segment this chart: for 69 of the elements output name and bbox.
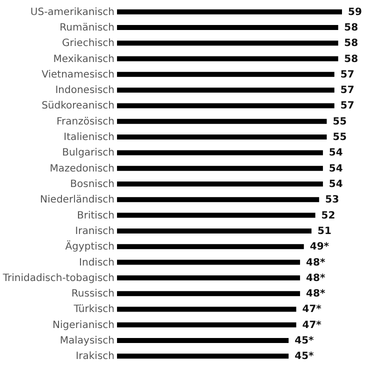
data-label: 58: [344, 22, 358, 34]
bar: [117, 212, 316, 218]
data-label: 48*: [306, 257, 326, 268]
y-tick-label: Rumänisch: [60, 22, 114, 34]
y-tick-label: Mexikanisch: [53, 54, 114, 65]
y-tick-label: Malaysisch: [60, 336, 114, 347]
data-label: 57: [340, 85, 354, 96]
bar: [117, 260, 300, 265]
y-tick-label: Südkoreanisch: [42, 100, 114, 112]
y-tick-label: Niederländisch: [40, 194, 114, 206]
y-tick-label: Russisch: [71, 288, 114, 300]
bar: [117, 40, 338, 46]
y-tick-label: Irakisch: [76, 351, 114, 362]
y-tick-label: Nigerianisch: [52, 320, 114, 331]
data-label: 47*: [302, 304, 322, 316]
y-tick-label: Griechisch: [62, 38, 114, 50]
bar: [117, 134, 327, 140]
data-label: 57: [340, 69, 354, 80]
data-label: 59: [348, 6, 362, 18]
bar: [117, 118, 327, 124]
bar: [117, 9, 342, 14]
y-tick-label: Iranisch: [75, 226, 114, 237]
bar: [117, 150, 323, 156]
bar: [117, 228, 312, 234]
bar: [117, 103, 334, 108]
bar: [117, 88, 334, 93]
bar: [117, 338, 289, 344]
y-tick-label: Bulgarisch: [62, 148, 114, 159]
data-label: 54: [328, 148, 343, 159]
bar: [117, 306, 296, 312]
bar: [117, 322, 296, 328]
data-label: 54: [328, 179, 343, 190]
bar: [117, 72, 334, 77]
data-label: 52: [321, 210, 336, 222]
bar: [117, 166, 323, 171]
bar: [117, 197, 320, 202]
data-label: 58: [344, 38, 358, 50]
data-label: 45*: [294, 351, 315, 362]
y-tick-label: Vietnamesisch: [42, 69, 114, 80]
y-tick-label: Bosnisch: [70, 179, 114, 190]
data-label: 48*: [306, 272, 326, 284]
data-label: 45*: [294, 336, 315, 347]
bar: [117, 244, 304, 250]
data-label: 54: [328, 163, 343, 174]
y-tick-label: Mazedonisch: [50, 163, 114, 174]
y-tick-label: Trinidadisch-tobagisch: [2, 272, 114, 284]
data-label: 49*: [310, 242, 330, 253]
data-label: 51: [317, 226, 332, 237]
data-label: 53: [325, 194, 340, 206]
y-tick-label: Französisch: [56, 116, 114, 128]
bar: [117, 354, 289, 359]
bar: [117, 275, 300, 280]
y-tick-label: Indonesisch: [55, 85, 114, 96]
y-tick-label: US-amerikanisch: [30, 6, 114, 18]
bar: [117, 24, 338, 30]
y-tick-label: Italienisch: [64, 132, 114, 144]
data-label: 55: [332, 132, 347, 144]
bar: [117, 182, 323, 186]
bar: [117, 291, 300, 296]
data-label: 48*: [306, 288, 326, 300]
data-label: 55: [332, 116, 347, 128]
y-tick-label: Ägyptisch: [65, 240, 114, 253]
y-tick-label: Britisch: [77, 210, 114, 222]
y-tick-label: Türkisch: [72, 304, 114, 316]
data-label: 58: [344, 54, 358, 65]
bar: [117, 56, 338, 62]
data-label: 47*: [302, 320, 322, 331]
data-label: 57: [340, 100, 354, 112]
y-tick-label: Indisch: [79, 257, 114, 268]
